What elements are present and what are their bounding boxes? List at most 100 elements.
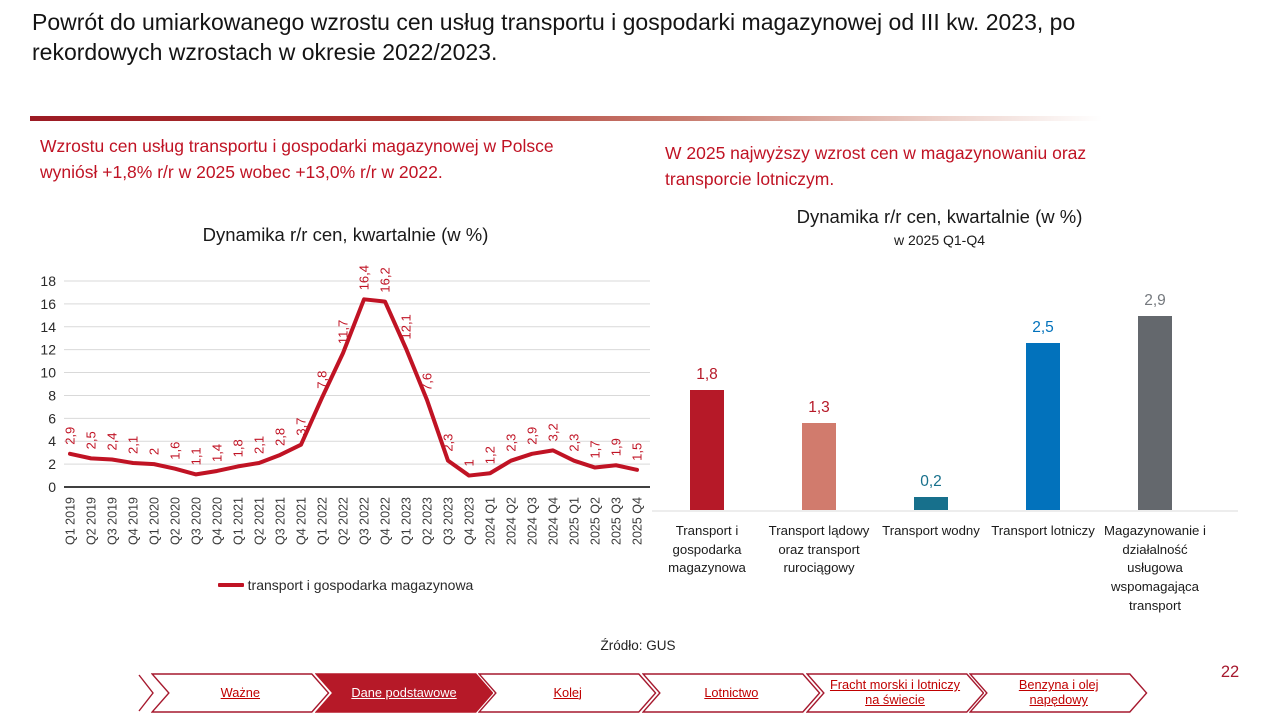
data-label: 2 (147, 448, 162, 455)
nav-item-shape (807, 674, 983, 712)
x-tick-label: 2025 Q4 (631, 497, 645, 545)
legend-line-marker (217, 583, 244, 587)
x-tick-label: Q3 2022 (358, 497, 372, 545)
x-tick-label: 2025 Q2 (589, 497, 603, 545)
data-label: 2,3 (441, 434, 456, 452)
x-tick-label: 2025 Q3 (610, 497, 624, 545)
data-label: 2,3 (567, 434, 582, 452)
data-label: 3,2 (546, 423, 561, 441)
page-number: 22 (1220, 663, 1240, 681)
y-tick-label: 14 (40, 319, 56, 335)
source-note: Źródło: GUS (600, 638, 676, 653)
y-tick-label: 8 (48, 387, 56, 403)
bar-value-label: 0,2 (920, 473, 942, 490)
line-chart-title: Dynamika r/r cen, kwartalnie (w %) (202, 224, 489, 245)
nav-item-dane-podstawowe[interactable]: Dane podstawowe (315, 673, 494, 713)
nav-item-shape (316, 674, 492, 712)
data-label: 2,8 (273, 428, 288, 446)
bar-value-label: 1,3 (808, 399, 830, 416)
x-tick-label: Q1 2019 (64, 497, 78, 545)
x-tick-label: Q3 2021 (274, 497, 288, 545)
nav-item-label: Ważne (220, 684, 261, 700)
data-label: 1,6 (168, 442, 183, 460)
data-label: 7,8 (315, 371, 330, 389)
data-label: 2,5 (84, 431, 99, 449)
nav-item-label: Dane podstawowe (351, 684, 457, 700)
x-tick-label: 2024 Q1 (484, 497, 498, 545)
x-tick-label: Q1 2021 (232, 497, 246, 545)
x-tick-label: Q2 2021 (253, 497, 267, 545)
x-tick-label: Q3 2019 (106, 497, 120, 545)
nav-item-ważne[interactable]: Ważne (151, 673, 330, 713)
data-label: 7,6 (420, 373, 435, 391)
nav-item-shape (152, 674, 328, 712)
x-tick-label: Q3 2023 (442, 497, 456, 545)
bar-value-label: 2,5 (1032, 319, 1054, 336)
bar (690, 390, 724, 510)
line-chart-legend: transport i gospodarka magazynowa (28, 577, 663, 593)
nav-item-label: Lotnictwo (704, 684, 759, 700)
x-tick-label: Q1 2023 (400, 497, 414, 545)
nav-item-benzyna-i-olej-napędowy[interactable]: Benzyna i olej napędowy (969, 673, 1148, 713)
y-tick-label: 6 (48, 410, 56, 426)
data-label: 1 (462, 459, 477, 466)
x-tick-label: Q4 2020 (211, 497, 225, 545)
x-tick-label: Q3 2020 (190, 497, 204, 545)
x-tick-label: Q1 2020 (148, 497, 162, 545)
bar-value-label: 2,9 (1144, 292, 1166, 309)
data-label: 2,9 (63, 427, 78, 445)
series-line (68, 297, 639, 478)
x-tick-label: Q2 2023 (421, 497, 435, 545)
data-label: 1,7 (588, 440, 603, 458)
x-tick-label: 2024 Q3 (526, 497, 540, 545)
y-tick-label: 12 (40, 342, 56, 358)
x-tick-label: 2024 Q4 (547, 497, 561, 545)
data-label: 3,7 (294, 418, 309, 436)
data-label: 11,7 (336, 320, 351, 344)
nav-item-lotnictwo[interactable]: Lotnictwo (642, 673, 821, 713)
x-tick-label: Q2 2019 (85, 497, 99, 545)
footer-nav: Ważne Dane podstawowe Kolej Lotnictwo Fracht… (136, 673, 1148, 713)
nav-item-shape (479, 674, 655, 712)
y-tick-label: 0 (48, 479, 56, 495)
data-label: 1,8 (231, 439, 246, 457)
x-tick-label: 2025 Q1 (568, 497, 582, 545)
nav-item-shape (970, 674, 1146, 712)
y-tick-label: 2 (48, 456, 56, 472)
bar (1138, 316, 1172, 510)
nav-item-kolej[interactable]: Kolej (478, 673, 657, 713)
nav-item-label: Kolej (553, 684, 582, 700)
right-callout: W 2025 najwyższy wzrost cen w magazynowa… (665, 143, 1087, 190)
bar-axis-line (652, 510, 1238, 512)
x-tick-label: Q2 2022 (337, 497, 351, 545)
data-label: 2,1 (252, 436, 267, 454)
bar-chart: 1,8 Transport i gospodarka magazynowa 1,3 T… (652, 268, 1258, 668)
x-tick-label: 2024 Q2 (505, 497, 519, 545)
data-label: 16,2 (378, 267, 393, 292)
x-tick-label: Q1 2022 (316, 497, 330, 545)
data-label: 12,1 (399, 314, 414, 339)
bar-chart-subtitle: w 2025 Q1-Q4 (893, 232, 986, 248)
y-tick-label: 10 (40, 365, 56, 381)
data-label: 1,1 (189, 447, 204, 465)
bar-value-label: 1,8 (696, 366, 718, 383)
x-tick-label: Q4 2021 (295, 497, 309, 545)
x-tick-label: Q4 2023 (463, 497, 477, 545)
bar-category-label: Transport i gospodarka magazynowa (668, 523, 746, 576)
slide-title: Powrót do umiarkowanego wzrostu cen usłu… (32, 9, 1076, 65)
data-label: 1,4 (210, 444, 225, 462)
legend-label: transport i gospodarka magazynowa (247, 577, 474, 593)
x-tick-label: Q2 2020 (169, 497, 183, 545)
data-label: 2,3 (504, 434, 519, 452)
nav-item-shape (643, 674, 819, 712)
bar-category-label: Magazynowanie i działalność usługowa wsp… (1104, 523, 1206, 613)
nav-item-fracht-morski-i-lotniczy-na-świecie[interactable]: Fracht morski i lotniczy na świecie (806, 673, 985, 713)
data-label: 2,9 (525, 427, 540, 445)
y-tick-label: 4 (48, 433, 56, 449)
bar (1026, 343, 1060, 510)
bar-category-label: Transport lądowy oraz transport rurociąg… (768, 523, 870, 576)
nav-lead-chevron-icon (136, 673, 166, 713)
title-divider (30, 116, 1135, 121)
y-tick-label: 18 (40, 273, 56, 289)
nav-item-label: Fracht morski i lotniczy na świecie (829, 677, 961, 707)
